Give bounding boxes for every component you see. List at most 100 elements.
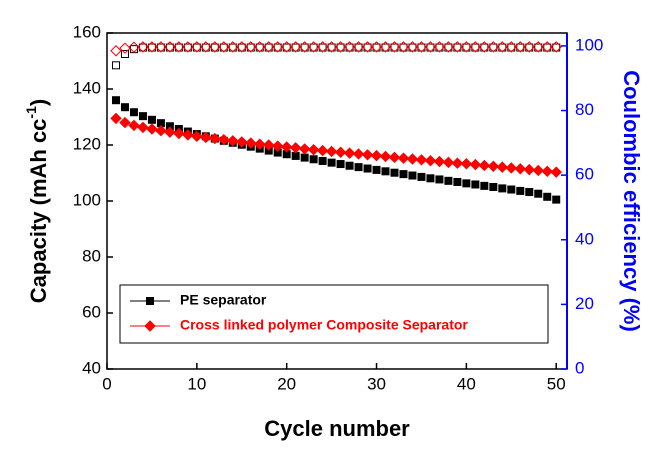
data-point: [532, 164, 544, 177]
data-point: [191, 41, 203, 53]
data-point: [372, 165, 381, 174]
data-point: [543, 43, 552, 52]
data-point: [128, 41, 140, 53]
data-point: [173, 41, 185, 53]
x-tick-label: 0: [102, 374, 111, 393]
data-point: [453, 177, 462, 186]
data-point: [514, 41, 526, 53]
x-tick-label: 50: [547, 374, 566, 393]
data-point: [254, 138, 266, 150]
data-point: [327, 43, 336, 52]
data-point: [498, 184, 507, 193]
y-axis-title-part: Capacity (mAh cc: [26, 119, 51, 304]
data-point: [444, 176, 453, 185]
data-point: [110, 45, 122, 57]
x-tick-label: 10: [187, 374, 206, 393]
data-point: [462, 43, 471, 52]
data-point: [478, 159, 491, 172]
data-point: [110, 112, 122, 125]
data-point: [496, 41, 509, 53]
data-point: [525, 188, 534, 197]
data-point: [354, 43, 363, 52]
data-point: [300, 153, 309, 162]
data-point: [444, 43, 453, 52]
data-point: [280, 141, 293, 153]
data-point: [183, 43, 192, 52]
data-point: [442, 41, 455, 53]
data-point: [525, 43, 534, 52]
data-point: [316, 41, 329, 53]
data-point: [146, 123, 158, 135]
data-point: [156, 43, 165, 52]
data-point: [498, 43, 507, 52]
data-point: [263, 139, 275, 151]
data-point: [453, 43, 462, 52]
data-point: [417, 172, 426, 181]
data-point: [471, 180, 480, 189]
data-point: [397, 152, 410, 164]
data-point: [406, 153, 419, 165]
data-point: [460, 158, 473, 170]
data-point: [165, 43, 174, 52]
data-point: [372, 43, 381, 52]
legend-label: Cross linked polymer Composite Separator: [180, 317, 468, 333]
data-point: [218, 41, 230, 53]
y-axis-title: Capacity (mAh cc-1): [23, 99, 51, 303]
data-point: [390, 168, 399, 177]
data-point: [298, 143, 311, 155]
data-point: [406, 41, 419, 53]
y-axis-title-sup: -1: [23, 106, 39, 119]
y2-axis-title: Coulombic efficiency (%): [619, 70, 644, 332]
data-point: [388, 151, 401, 164]
data-point: [354, 163, 363, 172]
data-point: [192, 43, 201, 52]
data-point: [514, 163, 526, 175]
data-point: [309, 155, 318, 164]
data-point: [228, 43, 237, 52]
data-point: [182, 41, 194, 53]
data-point: [255, 43, 264, 52]
x-axis-title: Cycle number: [264, 416, 410, 441]
x-tick-label: 40: [457, 374, 476, 393]
data-point: [435, 175, 444, 184]
data-point: [264, 43, 273, 52]
y-tick-label: 100: [73, 190, 101, 209]
data-point: [254, 41, 266, 53]
data-point: [352, 148, 365, 160]
data-point: [271, 41, 284, 53]
data-point: [516, 43, 525, 52]
data-point: [388, 41, 401, 53]
data-point: [505, 162, 518, 174]
data-point: [119, 116, 131, 129]
data-point: [120, 103, 129, 112]
data-point: [210, 43, 219, 52]
data-point: [336, 160, 345, 169]
data-point: [343, 41, 356, 53]
data-point: [218, 133, 230, 146]
data-point: [516, 186, 525, 195]
data-point: [343, 147, 356, 159]
data-point: [480, 43, 489, 52]
data-point: [263, 41, 275, 53]
data-point: [424, 154, 437, 167]
legend-marker: [144, 320, 156, 332]
data-point: [300, 43, 309, 52]
data-point: [219, 43, 228, 52]
data-point: [408, 171, 417, 180]
x-tick-label: 30: [367, 374, 386, 393]
data-point: [550, 41, 562, 53]
data-point: [435, 43, 444, 52]
data-point: [111, 61, 120, 70]
legend-label: PE separator: [180, 292, 267, 308]
data-point: [307, 41, 320, 53]
data-point: [174, 43, 183, 52]
data-point: [462, 179, 471, 188]
legend-box: [119, 284, 549, 344]
data-point: [200, 131, 212, 144]
data-point: [309, 43, 318, 52]
data-point: [137, 121, 149, 134]
data-point: [318, 156, 327, 165]
data-point: [325, 145, 338, 158]
data-point: [415, 41, 428, 53]
